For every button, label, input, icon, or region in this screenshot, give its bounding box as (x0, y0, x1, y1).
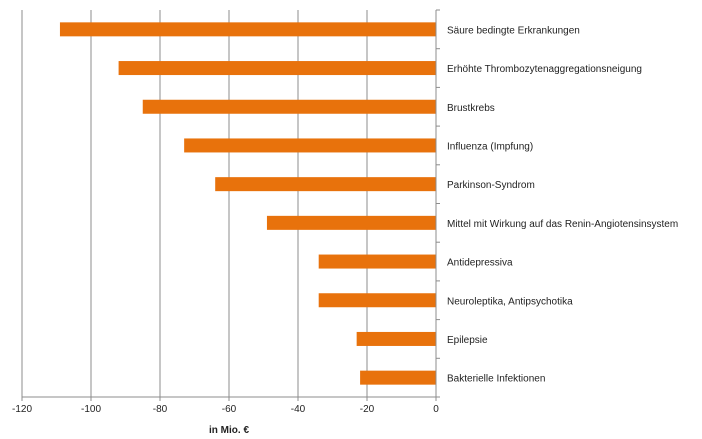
bar-series (59, 22, 436, 385)
x-axis-title: in Mio. € (209, 425, 249, 436)
bar (118, 61, 436, 76)
bar (266, 215, 436, 230)
x-tick-label: -100 (81, 404, 101, 415)
bar (59, 22, 436, 37)
bar (318, 254, 436, 269)
x-tick-labels: -120 -100 -80 -60 -40 -20 0 (12, 397, 439, 415)
category-label: Mittel mit Wirkung auf das Renin-Angiote… (447, 219, 678, 230)
category-label: Influenza (Impfung) (447, 141, 533, 152)
bar (142, 99, 436, 114)
x-tick-label: -20 (360, 404, 375, 415)
category-label: Epilepsie (447, 335, 488, 346)
x-tick-label: -120 (12, 404, 32, 415)
category-label: Neuroleptika, Antipsychotika (447, 296, 573, 307)
x-tick-label: -80 (153, 404, 168, 415)
bar (360, 370, 436, 385)
category-label: Brustkrebs (447, 103, 495, 114)
x-tick-label: -60 (222, 404, 237, 415)
category-labels: Säure bedingte Erkrankungen Erhöhte Throm… (447, 25, 678, 384)
category-label: Säure bedingte Erkrankungen (447, 25, 580, 36)
category-label: Bakterielle Infektionen (447, 374, 545, 385)
x-tick-label: 0 (433, 404, 439, 415)
bar (184, 138, 436, 153)
category-label: Erhöhte Thrombozytenaggregationsneigung (447, 64, 642, 75)
x-tick-label: -40 (291, 404, 306, 415)
bar (215, 177, 436, 192)
category-label: Parkinson-Syndrom (447, 180, 535, 191)
bar (318, 293, 436, 308)
category-label: Antidepressiva (447, 258, 513, 269)
bar (356, 331, 436, 346)
